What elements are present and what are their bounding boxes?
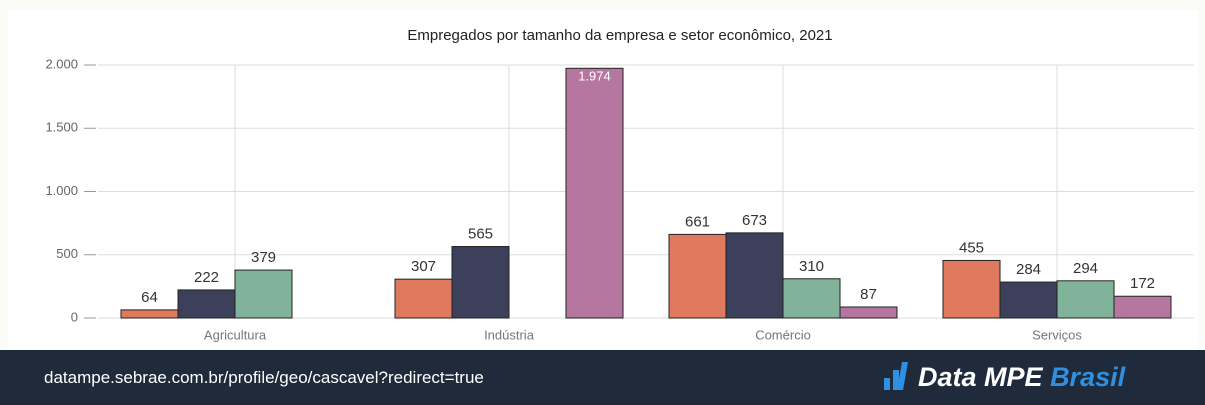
y-tick-label: 1.500 — [45, 120, 78, 135]
x-tick-label: Comércio — [755, 327, 811, 342]
data-label: 64 — [141, 289, 158, 306]
logo-icon — [884, 362, 908, 390]
logo-text: Data MPE Brasil — [918, 362, 1125, 393]
bar — [177, 289, 236, 319]
data-label: 1.974 — [578, 69, 611, 84]
chart-title: Empregados por tamanho da empresa e seto… — [407, 27, 832, 44]
footer: datampe.sebrae.com.br/profile/geo/cascav… — [0, 350, 1205, 405]
x-tick-label: Serviços — [1032, 327, 1082, 342]
bar — [668, 233, 727, 319]
data-label: 307 — [411, 258, 436, 275]
bar — [839, 306, 898, 319]
data-label: 565 — [468, 225, 493, 242]
chart: Empregados por tamanho da empresa e seto… — [45, 26, 1194, 343]
data-label: 87 — [860, 286, 877, 303]
bar — [234, 269, 293, 319]
data-label: 673 — [742, 212, 767, 229]
data-label: 310 — [799, 258, 824, 275]
data-label: 379 — [251, 249, 276, 266]
logo-main: Data MPE — [918, 362, 1043, 392]
data-label: 222 — [194, 269, 219, 286]
bar — [565, 67, 624, 319]
data-label: 172 — [1130, 275, 1155, 292]
bar — [120, 309, 179, 319]
bar — [999, 281, 1058, 319]
x-tick-label: Indústria — [484, 327, 535, 342]
y-tick-label: 2.000 — [45, 56, 78, 71]
footer-url: datampe.sebrae.com.br/profile/geo/cascav… — [44, 368, 484, 387]
bar — [1056, 280, 1115, 319]
bar — [942, 259, 1001, 319]
bar — [1113, 295, 1172, 319]
data-label: 284 — [1016, 261, 1041, 278]
bar — [782, 278, 841, 319]
data-label: 661 — [685, 213, 710, 230]
bar — [725, 232, 784, 319]
x-tick-label: Agricultura — [204, 327, 267, 342]
data-label: 294 — [1073, 260, 1098, 277]
y-tick-label: 500 — [56, 246, 78, 261]
logo-accent: Brasil — [1050, 362, 1126, 392]
y-tick-label: 0 — [71, 309, 78, 324]
data-label: 455 — [959, 239, 984, 256]
bar — [451, 246, 510, 319]
bar — [394, 278, 453, 319]
y-tick-label: 1.000 — [45, 183, 78, 198]
